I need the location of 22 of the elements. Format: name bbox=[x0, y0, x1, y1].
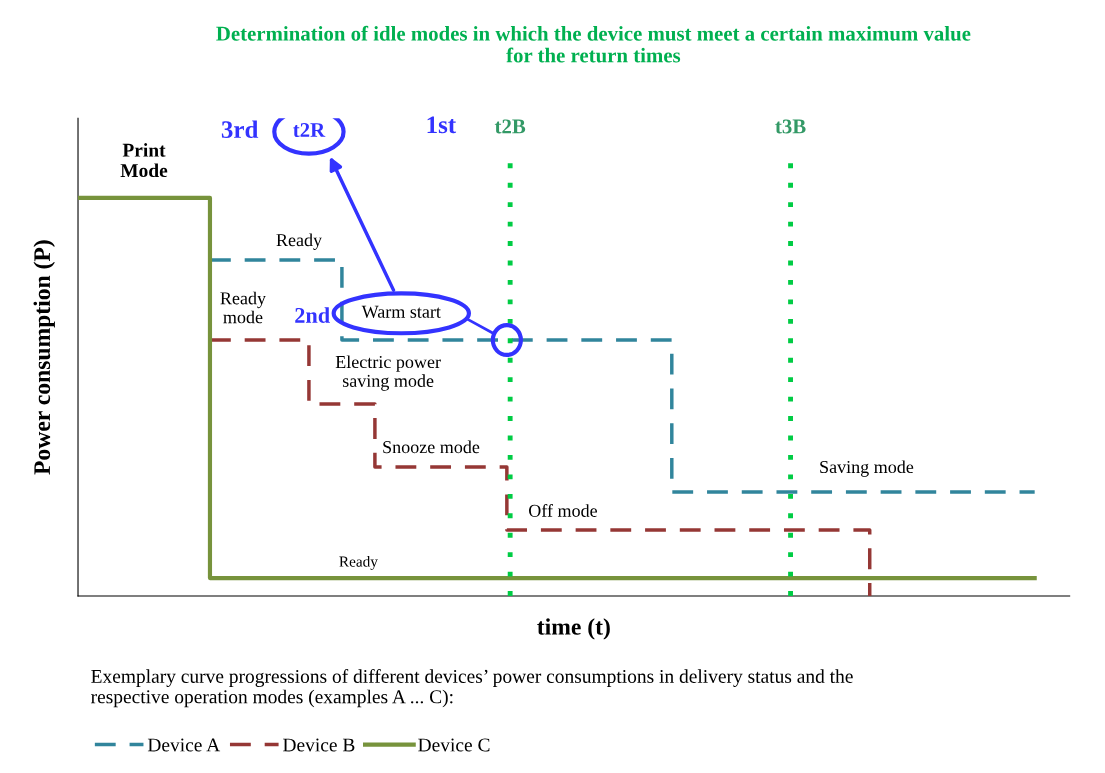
text: 3rd bbox=[221, 120, 259, 139]
annotation: Snooze mode bbox=[383, 440, 480, 454]
text: t3B bbox=[775, 119, 806, 134]
chart-title: Determination of idle modes in which the device must meet a certain maximum value for the return times bbox=[216, 25, 971, 63]
text: Exemplary curve progressions of different devices’ power consumptions in delivery status and the respective operation modes (examples A ... C): bbox=[91, 669, 853, 708]
text: t2B bbox=[494, 119, 526, 134]
annotation: Warm start bbox=[361, 305, 441, 318]
x-axis-title: time (t) bbox=[537, 618, 610, 640]
text: 1st bbox=[427, 116, 457, 134]
annotation: Saving mode bbox=[820, 460, 914, 477]
legend-label: Device C bbox=[418, 738, 490, 752]
legend-label: Device A bbox=[147, 738, 221, 752]
annotation: Off mode bbox=[528, 504, 597, 517]
legend-label: Device B bbox=[283, 738, 355, 752]
text: Print Mode bbox=[120, 143, 168, 178]
annotation: 2nd bbox=[295, 307, 330, 323]
y-axis-title: Power consumption (P) bbox=[33, 240, 55, 475]
annotation: Ready bbox=[276, 233, 322, 250]
annotation: Ready mode bbox=[220, 291, 266, 324]
annotation: Ready bbox=[339, 555, 378, 570]
annotation: Electric power saving mode bbox=[335, 355, 441, 391]
text: t2R bbox=[293, 123, 326, 138]
